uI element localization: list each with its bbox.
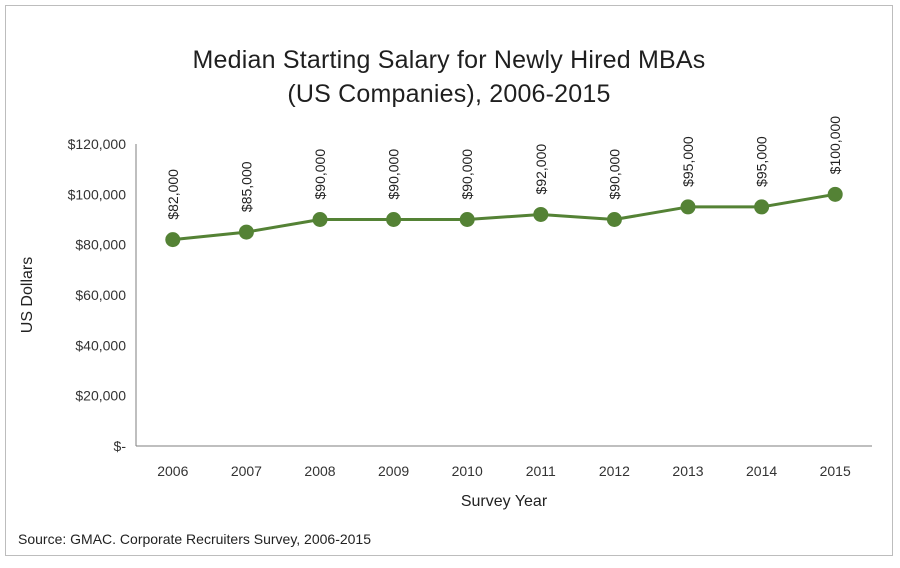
data-point [312, 212, 328, 227]
data-point [459, 212, 475, 227]
x-tick-label: 2009 [378, 463, 409, 479]
data-point [754, 199, 770, 215]
y-tick-label: $120,000 [68, 136, 127, 152]
line-chart: $- $20,000 $40,000 $60,000 $80,000 $100,000 $1… [19, 116, 872, 510]
chart-title-line-1: Median Starting Salary for Newly Hired M… [192, 46, 706, 74]
series-line [172, 192, 836, 242]
x-tick-label: 2007 [231, 463, 262, 479]
x-tick-label: 2006 [157, 463, 188, 479]
axes [135, 144, 872, 447]
x-tick-label: 2014 [746, 463, 777, 479]
data-label: $82,000 [165, 169, 181, 220]
y-tick-label: $40,000 [75, 337, 126, 353]
x-tick-label: 2012 [599, 463, 630, 479]
y-axis-ticks: $- $20,000 $40,000 $60,000 $80,000 $100,000 $1… [68, 136, 127, 454]
chart-title-line-2: (US Companies), 2006-2015 [287, 80, 611, 108]
y-tick-label: $100,000 [68, 186, 127, 202]
data-point [238, 224, 254, 240]
x-tick-label: 2013 [672, 463, 703, 479]
data-label: $90,000 [386, 149, 402, 200]
data-labels-layer: $82,000 $85,000 $90,000 $90,000 $90,000 $92,0… [165, 116, 843, 220]
data-label: $92,000 [533, 144, 549, 195]
data-label: $90,000 [312, 149, 328, 200]
data-point [386, 212, 402, 227]
chart-frame: Median Starting Salary for Newly Hired M… [5, 5, 893, 556]
data-label: $100,000 [827, 116, 843, 175]
data-point [606, 212, 622, 227]
data-point [827, 186, 843, 202]
y-tick-label: $- [114, 438, 127, 454]
data-label: $85,000 [238, 161, 254, 212]
x-tick-label: 2015 [820, 463, 851, 479]
x-axis-label: Survey Year [461, 493, 548, 510]
data-label: $95,000 [754, 136, 770, 187]
data-label: $95,000 [680, 136, 696, 187]
x-tick-label: 2011 [526, 463, 556, 479]
data-label: $90,000 [606, 149, 622, 200]
data-point [680, 199, 696, 215]
chart-title: Median Starting Salary for Newly Hired M… [6, 43, 892, 111]
data-label: $90,000 [459, 149, 475, 200]
y-tick-label: $20,000 [75, 388, 126, 404]
source-note: Source: GMAC. Corporate Recruiters Surve… [18, 531, 372, 547]
y-axis-label: US Dollars [19, 257, 36, 333]
series-layer [165, 186, 843, 248]
x-axis-ticks: 2006 2007 2008 2009 2010 2011 2012 2013 2014 2015 [157, 463, 851, 479]
data-point [533, 206, 549, 222]
y-tick-label: $60,000 [75, 287, 126, 303]
y-tick-label: $80,000 [75, 237, 126, 253]
data-point [165, 232, 181, 248]
x-tick-label: 2008 [304, 463, 335, 479]
x-tick-label: 2010 [452, 463, 483, 479]
